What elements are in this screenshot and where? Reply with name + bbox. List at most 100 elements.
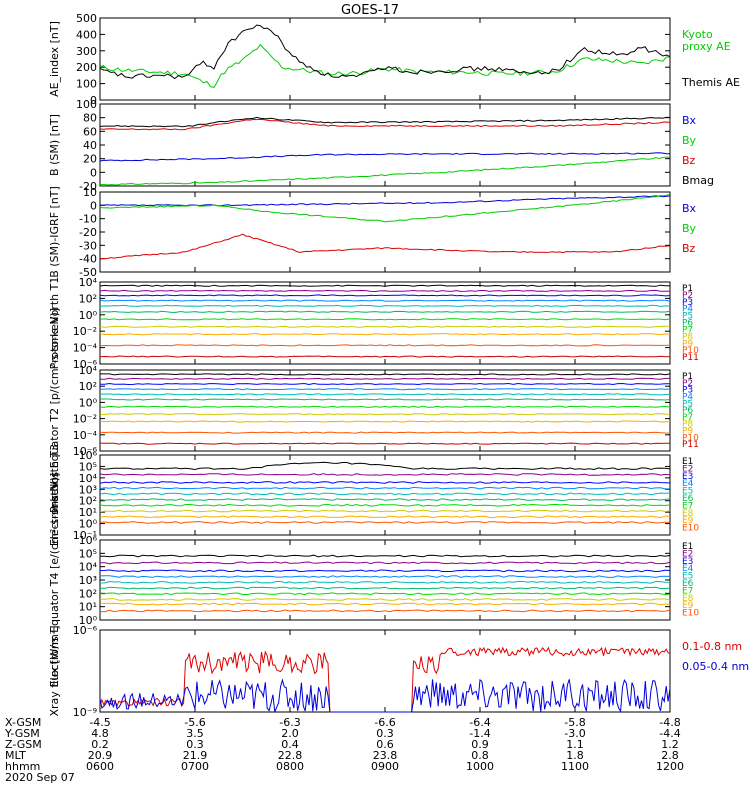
legend-E9: E9 xyxy=(682,516,694,526)
y-axis-label: Electrons North T3 xyxy=(48,444,61,546)
legend-P1: P1 xyxy=(682,284,693,294)
channel-E5 xyxy=(99,580,671,584)
legend-E2: E2 xyxy=(682,549,693,559)
legend-P6: P6 xyxy=(682,406,693,416)
axis-row-value: -6.4 xyxy=(469,716,490,729)
channel-E10 xyxy=(99,521,671,524)
y-tick-label: 10² xyxy=(79,587,97,600)
axis-row-value: 1000 xyxy=(466,760,494,773)
legend-E8: E8 xyxy=(682,509,694,519)
y-tick-label: 500 xyxy=(76,12,97,25)
panel-frame xyxy=(99,539,671,621)
y-tick-label: 10³ xyxy=(79,574,97,587)
legend-P3: P3 xyxy=(682,386,693,396)
legend-E9: E9 xyxy=(682,601,694,611)
y-tick-label: 10⁻⁴ xyxy=(73,342,98,355)
channel-P4 xyxy=(99,299,671,302)
legend-P2: P2 xyxy=(682,291,693,301)
channel-P9 xyxy=(99,333,670,336)
y-tick-label: 10⁻⁴ xyxy=(73,429,98,442)
channel-P6 xyxy=(99,310,671,313)
axis-row-value: 23.8 xyxy=(373,749,398,762)
y-tick-label: 400 xyxy=(76,28,97,41)
channel-P2 xyxy=(99,289,671,293)
panel-3: 100-10-20-30-40-50 B (SM)-IGRF [nT] Bx By Bz xyxy=(48,186,697,279)
series-bz xyxy=(99,118,671,131)
y-tick-label: 60 xyxy=(83,125,97,138)
legend-P11: P11 xyxy=(682,353,699,363)
axis-row-value: -4.5 xyxy=(89,716,110,729)
axis-row-value: 3.5 xyxy=(186,727,204,740)
series-xray-short xyxy=(99,678,671,713)
channel-E3 xyxy=(99,481,671,484)
legend-P4: P4 xyxy=(682,305,693,315)
y-tick-label: 10⁻⁶ xyxy=(73,445,98,458)
y-tick-label: 0 xyxy=(90,166,97,179)
y-tick-label: 10⁻⁶ xyxy=(73,358,98,371)
y-tick-label: 10⁰ xyxy=(79,518,98,531)
y-tick-label: 10⁶ xyxy=(79,534,98,547)
axis-row-value: 0.8 xyxy=(471,749,489,762)
y-tick-label: -40 xyxy=(79,253,97,266)
legend-P2: P2 xyxy=(682,379,693,389)
axis-row-value: 2.0 xyxy=(281,727,299,740)
axis-row-value: -5.6 xyxy=(184,716,205,729)
channel-E4 xyxy=(99,486,671,490)
legend-E10: E10 xyxy=(682,524,699,534)
channel-P5 xyxy=(99,393,671,396)
channel-E7 xyxy=(99,503,671,507)
legend-label: Bz xyxy=(682,154,696,167)
legend-P10: P10 xyxy=(682,346,699,356)
series-by xyxy=(99,193,671,223)
channel-E8 xyxy=(99,598,671,601)
axis-row-value: 0600 xyxy=(86,760,114,773)
y-axis-label: Protons Equator T2 [p/(cm²-s-sr-keV)] xyxy=(48,308,61,513)
panel-5: 10⁴ 10² 10⁰ 10⁻² 10⁻⁴ 10⁻⁶ Protons Equator T2 … xyxy=(48,308,699,513)
series-bmag xyxy=(99,116,671,128)
panel-frame xyxy=(99,369,671,452)
legend-P9: P9 xyxy=(682,339,693,349)
axis-row-value: 21.9 xyxy=(183,749,208,762)
axis-row-value: 0800 xyxy=(276,760,304,773)
legend-label: Bx xyxy=(682,202,697,215)
legend-P5: P5 xyxy=(682,312,693,322)
legend-E10: E10 xyxy=(682,609,699,619)
legend-E7: E7 xyxy=(682,501,693,511)
y-tick-label: 20 xyxy=(83,153,97,166)
channel-P3 xyxy=(99,294,671,297)
y-tick-label: -20 xyxy=(79,180,97,193)
axis-row-value: 0700 xyxy=(181,760,209,773)
channel-E9 xyxy=(99,602,671,606)
panel-frame xyxy=(99,17,671,101)
y-tick-label: 10² xyxy=(79,495,97,508)
y-axis-label: Electrons Equator T4 [e/(cm²-s-sr-keV)] xyxy=(48,473,61,688)
y-axis-label: Protons North T1 xyxy=(48,277,61,370)
y-tick-label: 300 xyxy=(76,45,97,58)
legend-E4: E4 xyxy=(682,479,694,489)
y-tick-label: 10³ xyxy=(79,483,97,496)
channel-E4 xyxy=(99,575,671,578)
legend-E1: E1 xyxy=(682,457,693,467)
axis-row-value: 20.9 xyxy=(88,749,113,762)
y-tick-label: 10¹ xyxy=(79,506,97,519)
legend-P6: P6 xyxy=(682,319,693,329)
y-tick-label: 10⁴ xyxy=(79,364,98,377)
panel-frame xyxy=(99,629,671,713)
channel-E8 xyxy=(99,509,671,513)
legend-P7: P7 xyxy=(682,325,693,335)
y-tick-label: -50 xyxy=(79,266,97,279)
y-tick-label: 10⁰ xyxy=(79,614,98,627)
channel-E6 xyxy=(100,586,671,590)
y-tick-label: 10¹ xyxy=(79,601,97,614)
y-tick-label: 10⁻¹ xyxy=(73,529,97,542)
plot-title: GOES-17 xyxy=(341,3,399,18)
channel-E1 xyxy=(99,554,671,558)
legend-E5: E5 xyxy=(682,572,693,582)
y-tick-label: 10² xyxy=(79,292,97,305)
y-axis-label: B (SM) [nT] xyxy=(48,114,61,176)
axis-row-value: -5.8 xyxy=(564,716,585,729)
y-tick-label: 10⁵ xyxy=(79,547,97,560)
y-tick-label: 10⁶ xyxy=(79,449,98,462)
